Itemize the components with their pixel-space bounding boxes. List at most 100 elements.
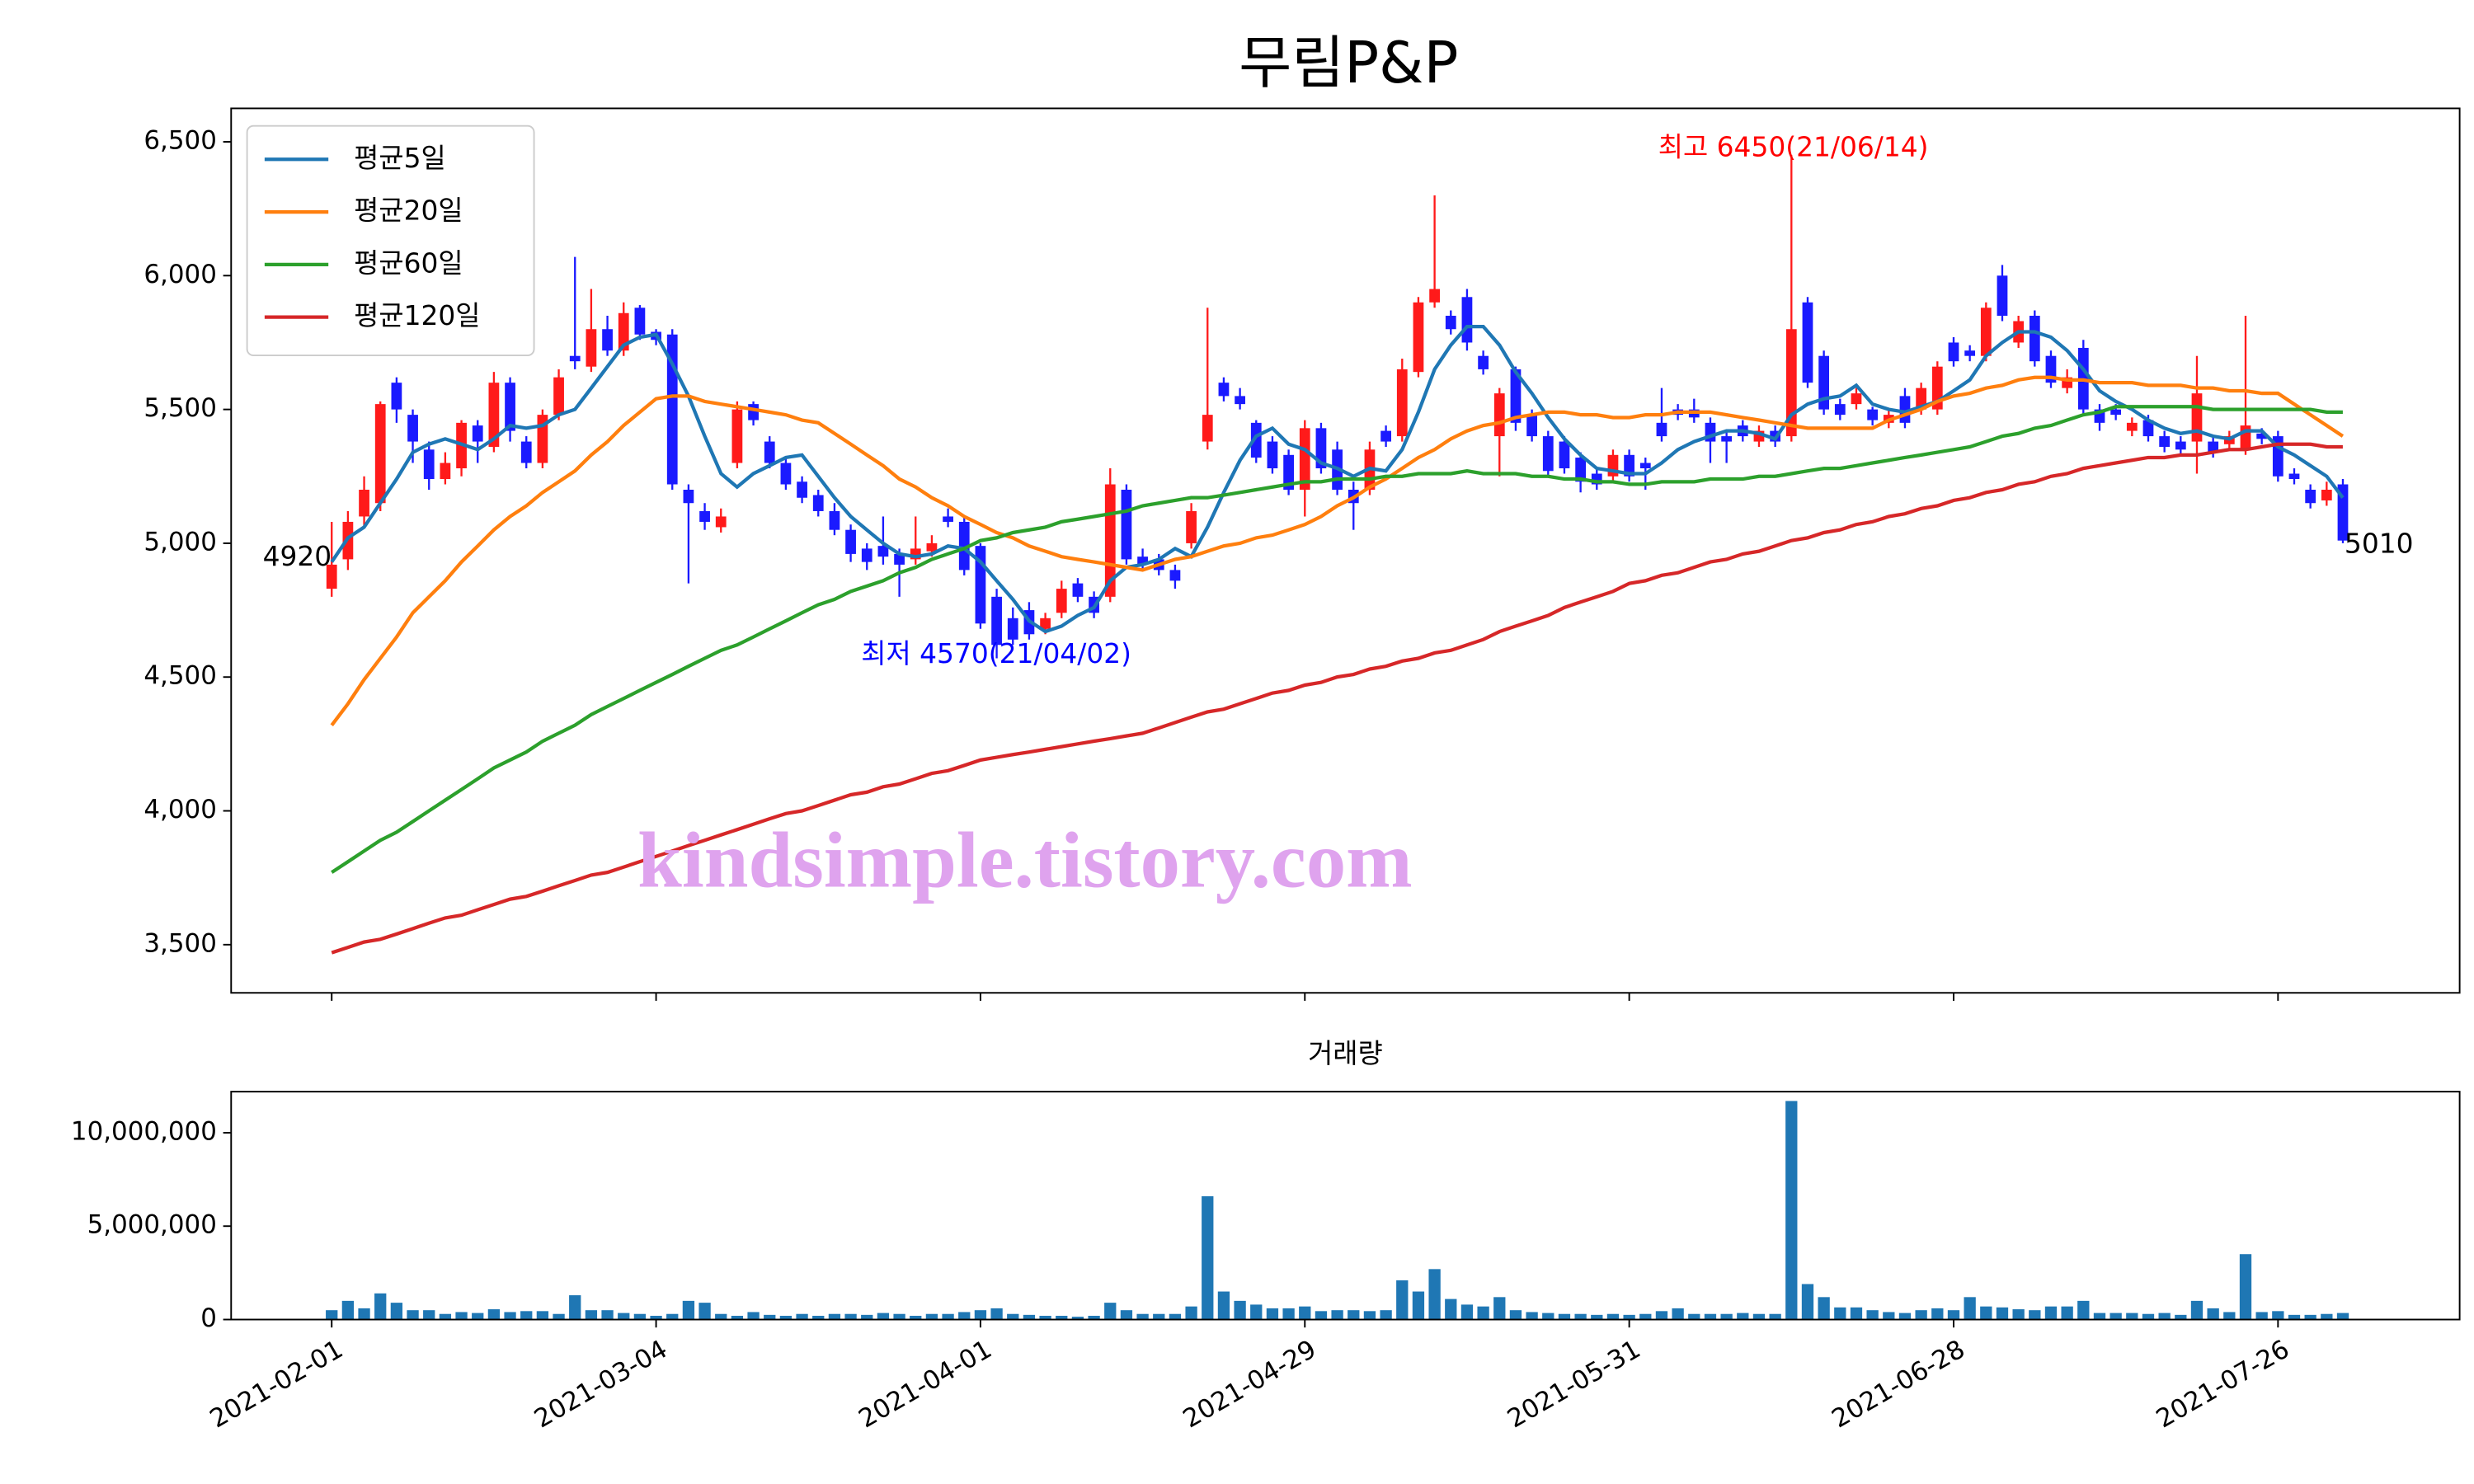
volume-bar — [1217, 1291, 1230, 1320]
volume-bar — [1299, 1306, 1311, 1320]
candle-body — [1218, 383, 1230, 397]
candle-body — [1445, 316, 1456, 330]
candle-body — [374, 404, 386, 504]
candle-body — [1169, 570, 1181, 581]
candle-body — [1380, 430, 1391, 442]
plot-frame — [230, 107, 2461, 994]
volume-bar — [504, 1312, 516, 1320]
ma-line — [330, 324, 2345, 634]
volume-bar — [2109, 1313, 2122, 1320]
volume-bar — [455, 1312, 468, 1320]
candle-body — [1624, 454, 1635, 477]
volume-bar — [1234, 1300, 1246, 1320]
candle-body — [812, 495, 824, 511]
candle-body — [1283, 454, 1294, 491]
candle-body — [845, 529, 856, 554]
volume-bar — [1558, 1313, 1571, 1320]
volume-bar — [2142, 1313, 2155, 1320]
volume-bar — [958, 1312, 971, 1320]
y-tick-label: 4,000 — [143, 795, 216, 824]
y-tick-label: 6,500 — [143, 126, 216, 156]
volume-bar — [796, 1313, 808, 1320]
volume-bar — [1834, 1307, 1846, 1320]
candle-body — [715, 516, 727, 528]
volume-bar — [1363, 1311, 1376, 1320]
candle-body — [1964, 350, 1976, 356]
candle-body — [2159, 436, 2171, 448]
candle-body — [764, 441, 775, 463]
first-close-label: 4920 — [263, 540, 332, 572]
volume-bar — [990, 1308, 1003, 1320]
candle-body — [505, 383, 515, 431]
ma-line — [330, 375, 2345, 726]
legend-label: 평균120일 — [354, 299, 480, 331]
volume-bar — [1623, 1314, 1635, 1320]
volume-bar — [1818, 1297, 1830, 1320]
volume-bar — [520, 1311, 533, 1320]
candle-body — [1007, 618, 1018, 640]
candle-body — [2337, 484, 2349, 541]
candle-body — [958, 521, 970, 571]
volume-bar — [536, 1311, 549, 1320]
volume-bar — [1460, 1304, 1474, 1320]
legend-label: 평균5일 — [354, 142, 446, 174]
volume-bar — [974, 1310, 987, 1320]
candle-body — [1235, 396, 1245, 405]
volume-bar — [423, 1310, 435, 1320]
candle-body — [1461, 297, 1473, 343]
legend-label: 평균20일 — [354, 195, 463, 227]
volume-bar — [1737, 1313, 1749, 1320]
volume-bar — [666, 1313, 679, 1320]
candle-body — [1072, 583, 1084, 597]
candle-body — [1510, 369, 1522, 423]
volume-bar — [390, 1303, 403, 1320]
volume-bar — [844, 1313, 857, 1320]
candle-body — [1478, 355, 1489, 369]
volume-bar — [1655, 1311, 1668, 1320]
candle-body — [2305, 490, 2316, 504]
volume-bar — [407, 1310, 419, 1320]
volume-bar — [341, 1300, 355, 1320]
candle-body — [699, 510, 710, 522]
last-close-label: 5010 — [2345, 528, 2414, 560]
candle-body — [1948, 342, 1959, 362]
candle-body — [407, 415, 418, 442]
volume-bar — [942, 1313, 954, 1320]
candle-body — [326, 564, 337, 589]
candle-body — [2142, 420, 2154, 437]
volume-bar — [358, 1308, 370, 1320]
candle-body — [2208, 441, 2219, 453]
volume-bar — [1250, 1304, 1263, 1320]
volume-bar — [1185, 1306, 1197, 1320]
candle-body — [440, 463, 451, 480]
candle-body — [2175, 441, 2186, 450]
candle-body — [1818, 355, 1830, 410]
candle-body — [1315, 428, 1327, 469]
candle-body — [1721, 436, 1733, 442]
volume-bar — [910, 1315, 922, 1320]
volume-bar — [764, 1314, 776, 1320]
candle-body — [1040, 618, 1051, 629]
y-tick-label: 5,000,000 — [87, 1210, 217, 1240]
volume-bar — [1996, 1307, 2009, 1320]
candle-body — [943, 516, 953, 522]
volume-bar — [1039, 1315, 1051, 1320]
volume-bar — [1947, 1310, 1960, 1320]
volume-bar — [2207, 1308, 2219, 1320]
candle-body — [2126, 422, 2138, 431]
volume-bar — [1056, 1315, 1068, 1320]
volume-bar — [1606, 1313, 1620, 1320]
volume-bar — [1542, 1313, 1554, 1320]
candle-body — [1413, 302, 1424, 373]
volume-bar — [1120, 1310, 1133, 1320]
volume-bar — [1509, 1310, 1522, 1320]
volume-bar — [2077, 1300, 2090, 1320]
candle-body — [553, 377, 564, 416]
volume-bar — [326, 1310, 338, 1320]
candle-body — [1542, 436, 1554, 472]
volume-bar — [1931, 1308, 1944, 1320]
candle-body — [359, 490, 369, 517]
volume-bar — [1850, 1307, 1863, 1320]
candle-body — [1056, 589, 1067, 613]
